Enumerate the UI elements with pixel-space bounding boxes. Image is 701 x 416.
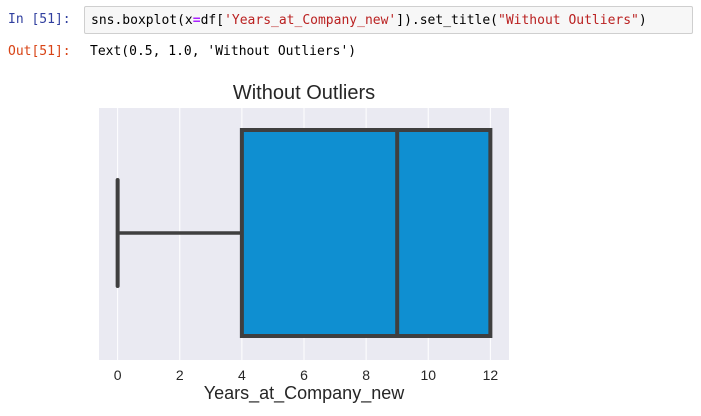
- x-tick-label: 0: [114, 367, 122, 383]
- x-axis-label: Years_at_Company_new: [204, 383, 405, 404]
- code-string: 'Years_at_Company_new': [224, 13, 397, 28]
- code-operator: =: [192, 13, 201, 28]
- x-tick-label: 10: [420, 367, 436, 383]
- code-string: "Without Outliers": [498, 13, 639, 28]
- output-text: Text(0.5, 1.0, 'Without Outliers'): [90, 44, 357, 59]
- x-tick-label: 8: [362, 367, 370, 383]
- chart-title: Without Outliers: [233, 82, 375, 104]
- output-prompt: Out[51]:: [8, 44, 71, 59]
- x-tick-label: 12: [483, 367, 499, 383]
- iqr-box: [239, 128, 493, 338]
- x-tick-label: 4: [238, 367, 246, 383]
- code-token: ): [638, 13, 647, 28]
- code-token: df[: [200, 13, 225, 28]
- x-tick-label: 2: [176, 367, 184, 383]
- code-token: sns.boxplot(x: [91, 13, 193, 28]
- code-cell[interactable]: sns.boxplot(x=df['Years_at_Company_new']…: [84, 6, 693, 34]
- box-group: [115, 128, 493, 338]
- code-token: ]).set_title(: [396, 13, 498, 28]
- tick-labels: 0 2 4 6 8 10 12: [114, 367, 499, 383]
- x-tick-label: 6: [300, 367, 308, 383]
- input-prompt: In [51]:: [8, 12, 71, 27]
- code-line[interactable]: sns.boxplot(x=df['Years_at_Company_new']…: [91, 12, 647, 30]
